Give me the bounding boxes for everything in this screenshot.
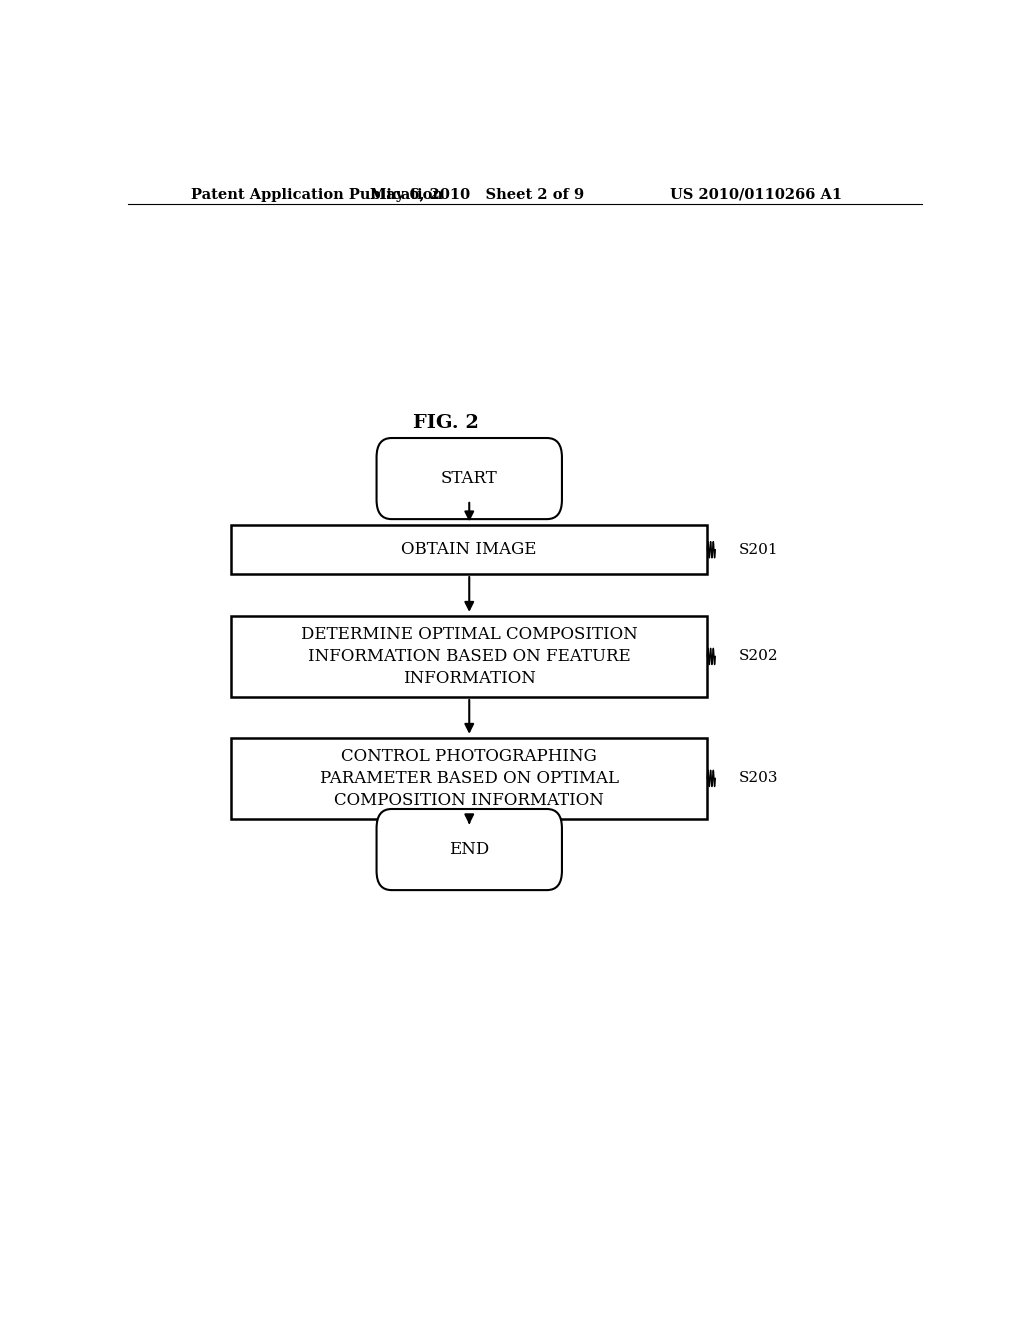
Text: May 6, 2010   Sheet 2 of 9: May 6, 2010 Sheet 2 of 9	[370, 187, 585, 202]
Text: END: END	[450, 841, 489, 858]
Text: CONTROL PHOTOGRAPHING
PARAMETER BASED ON OPTIMAL
COMPOSITION INFORMATION: CONTROL PHOTOGRAPHING PARAMETER BASED ON…	[319, 747, 618, 809]
Text: S203: S203	[739, 771, 778, 785]
FancyBboxPatch shape	[377, 809, 562, 890]
Bar	[231, 615, 708, 697]
Text: DETERMINE OPTIMAL COMPOSITION
INFORMATION BASED ON FEATURE
INFORMATION: DETERMINE OPTIMAL COMPOSITION INFORMATIO…	[301, 626, 638, 688]
Bar	[231, 525, 708, 574]
Text: US 2010/0110266 A1: US 2010/0110266 A1	[670, 187, 842, 202]
Text: Patent Application Publication: Patent Application Publication	[191, 187, 443, 202]
Text: START: START	[441, 470, 498, 487]
Text: OBTAIN IMAGE: OBTAIN IMAGE	[401, 541, 537, 558]
Text: S201: S201	[739, 543, 778, 557]
Text: S202: S202	[739, 649, 778, 664]
Text: FIG. 2: FIG. 2	[413, 413, 478, 432]
FancyBboxPatch shape	[377, 438, 562, 519]
Bar	[231, 738, 708, 818]
